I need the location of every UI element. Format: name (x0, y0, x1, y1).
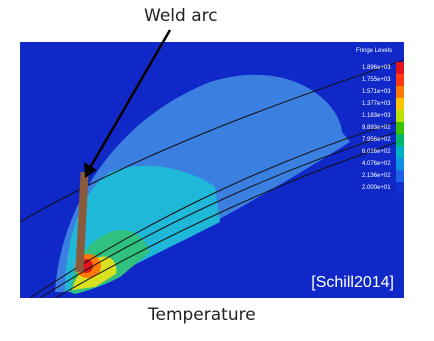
legend-value: 9.893e+02 (362, 125, 391, 131)
legend-swatch (396, 110, 404, 122)
legend-value: 4.076e+02 (362, 161, 391, 167)
weld-electrode (75, 171, 89, 273)
legend-swatch (396, 74, 404, 86)
legend-value: 1.896e+03 (362, 65, 391, 71)
legend-swatch (396, 98, 404, 110)
weld-arc-label: Weld arc (144, 6, 218, 26)
legend-value: 2.136e+02 (362, 173, 391, 179)
temperature-simulation-figure: Fringe Levels 1.896e+03 1.755e+03 1.571e+0… (20, 42, 404, 298)
pipe-outline-curve (54, 139, 404, 298)
arrow-head (84, 162, 97, 178)
legend-value: 1.571e+03 (362, 89, 391, 95)
legend-swatch (396, 62, 404, 74)
temperature-label: Temperature (148, 305, 256, 325)
legend-value: 6.016e+02 (362, 149, 391, 155)
legend-swatch (396, 134, 404, 146)
legend-value: 1.377e+03 (362, 101, 391, 107)
pipe-outline-curve (39, 129, 404, 298)
legend-value: 2.000e+01 (362, 185, 391, 191)
legend-swatch (396, 182, 404, 194)
legend-value: 1.755e+03 (362, 77, 391, 83)
legend-swatch (396, 146, 404, 158)
citation-label: [Schill2014] (311, 274, 394, 291)
legend-swatch (396, 158, 404, 170)
arrow-shaft (88, 29, 172, 169)
legend-value: 1.183e+03 (362, 113, 391, 119)
legend-title: Fringe Levels (356, 48, 393, 54)
legend-value: 7.956e+02 (362, 137, 391, 143)
legend-colorbar (396, 62, 404, 194)
legend-swatch (396, 122, 404, 134)
legend-swatch (396, 86, 404, 98)
simulation-canvas (20, 42, 404, 298)
pipe-outline-curve (20, 59, 404, 223)
legend-swatch (396, 170, 404, 182)
